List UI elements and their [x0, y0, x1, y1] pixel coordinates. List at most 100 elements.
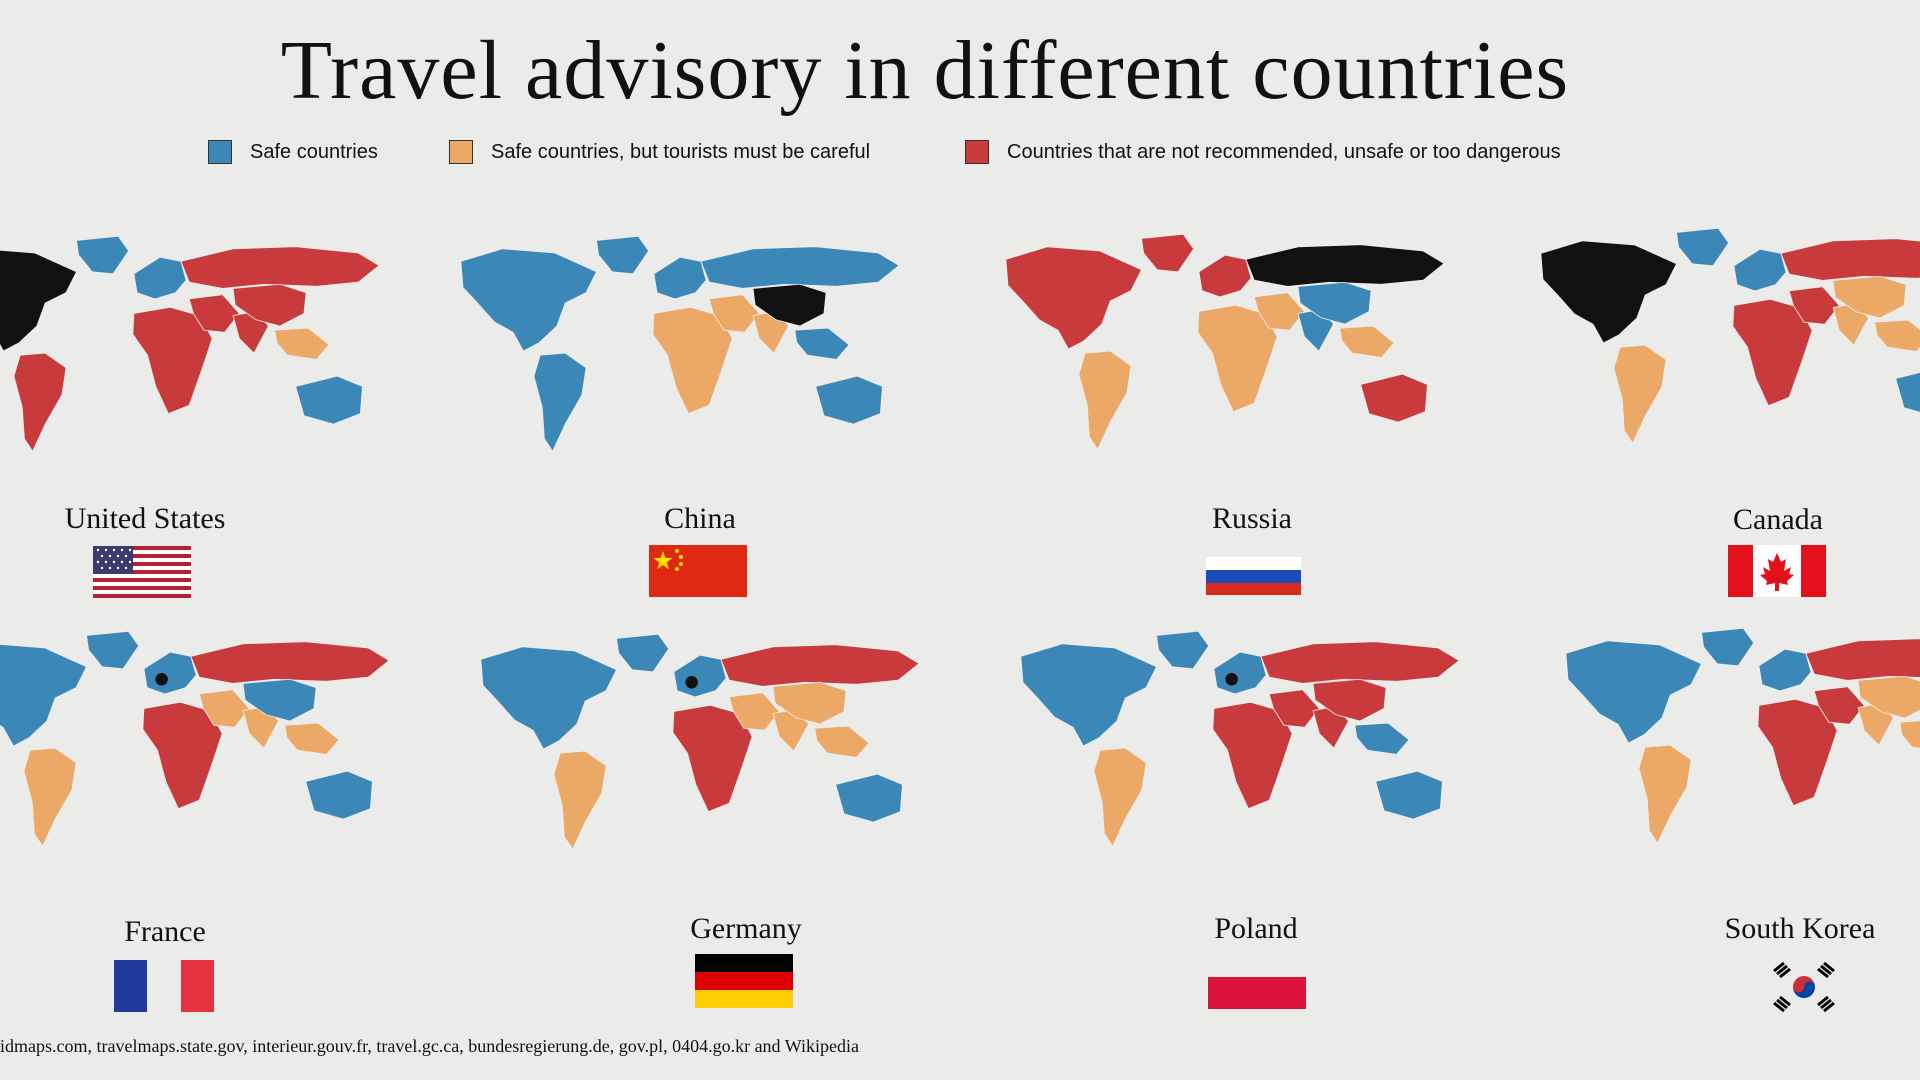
- legend-swatch-safe: [208, 140, 232, 164]
- map-region-russia: [1245, 244, 1445, 287]
- map-region-greenland: [1676, 227, 1730, 267]
- map-region-middle-east: [1813, 686, 1865, 725]
- map-region-europe: [1758, 648, 1812, 692]
- map-region-china: [242, 678, 317, 722]
- map-region-greenland: [596, 235, 650, 275]
- map-region-europe: [1213, 651, 1267, 695]
- country-name-germany: Germany: [690, 912, 802, 945]
- ru-flag: [1206, 557, 1301, 595]
- legend-label-safe: Safe countries: [250, 140, 378, 163]
- map-region-russia: [700, 246, 900, 289]
- world-map: [480, 633, 920, 851]
- country-name-china: China: [664, 502, 736, 535]
- map-region-europe: [653, 256, 707, 300]
- map-region-middle-east: [198, 689, 250, 728]
- map-panel-china: [440, 230, 960, 510]
- map-region-se-asia: [794, 327, 850, 360]
- map-region-europe: [143, 651, 197, 695]
- map-region-russia: [180, 246, 380, 289]
- map-region-se-asia: [1354, 722, 1410, 755]
- map-region-china: [1312, 678, 1387, 722]
- map-panel-united-states: [0, 230, 440, 510]
- pl-flag: [1208, 977, 1306, 1009]
- map-region-europe: [673, 654, 727, 698]
- map-region-se-asia: [1874, 319, 1920, 352]
- map-region-china: [1297, 281, 1372, 325]
- map-region-australia: [305, 770, 373, 820]
- de-flag: [695, 954, 793, 1008]
- map-region-russia: [1780, 238, 1920, 281]
- map-region-australia: [295, 375, 363, 425]
- legend-item-danger: Countries that are not recommended, unsa…: [965, 140, 1561, 164]
- map-region-africa: [1212, 701, 1293, 810]
- map-region-south-america: [533, 352, 587, 453]
- map-region-africa: [142, 701, 223, 810]
- legend-item-safe: Safe countries: [208, 140, 378, 164]
- map-region-north-america: [0, 249, 78, 352]
- legend-item-careful: Safe countries, but tourists must be car…: [449, 140, 870, 164]
- map-region-se-asia: [284, 722, 340, 755]
- map-region-south-america: [1638, 744, 1692, 845]
- map-region-australia: [1895, 372, 1920, 413]
- map-region-africa: [1197, 304, 1278, 413]
- map-region-middle-east: [1253, 292, 1305, 331]
- legend-swatch-careful: [449, 140, 473, 164]
- country-name-united-states: United States: [64, 502, 226, 535]
- map-region-south-america: [23, 747, 77, 848]
- map-region-africa: [1732, 298, 1813, 407]
- map-panel-south-korea: [1545, 622, 1920, 902]
- map-region-africa: [1757, 698, 1838, 807]
- map-panel-russia: [985, 228, 1505, 508]
- map-region-australia: [835, 773, 903, 823]
- map-region-south-america: [1078, 350, 1132, 451]
- map-region-middle-east: [728, 692, 780, 731]
- legend-label-danger: Countries that are not recommended, unsa…: [1007, 140, 1561, 163]
- map-region-greenland: [1701, 627, 1755, 667]
- map-region-south-america: [553, 750, 607, 851]
- map-panel-france: [0, 625, 450, 905]
- map-region-russia: [720, 644, 920, 687]
- map-region-greenland: [1141, 233, 1195, 273]
- map-region-africa: [132, 306, 213, 415]
- source-footer: idmaps.com, travelmaps.state.gov, interi…: [0, 1036, 859, 1056]
- map-region-se-asia: [1339, 325, 1395, 358]
- country-name-canada: Canada: [1733, 503, 1823, 536]
- map-region-africa: [672, 704, 753, 813]
- page-title: Travel advisory in different countries: [280, 24, 1570, 117]
- world-map: [0, 235, 380, 453]
- kr-flag: [1773, 961, 1835, 1013]
- world-map: [0, 630, 390, 848]
- world-map: [1020, 630, 1460, 848]
- map-region-south-america: [13, 352, 67, 453]
- country-name-south-korea: South Korea: [1724, 912, 1876, 945]
- country-name-france: France: [124, 915, 206, 948]
- legend: Safe countries Safe countries, but touri…: [0, 140, 1920, 176]
- map-panel-poland: [1000, 625, 1520, 905]
- map-region-china: [1857, 675, 1920, 719]
- fr-flag: [114, 960, 214, 1012]
- map-region-russia: [190, 641, 390, 684]
- map-region-greenland: [76, 235, 130, 275]
- map-region-china: [772, 681, 847, 725]
- map-region-se-asia: [274, 327, 330, 360]
- map-region-south-america: [1093, 747, 1147, 848]
- map-region-north-america: [1020, 643, 1158, 747]
- map-panel-canada: [1520, 222, 1920, 502]
- map-region-china: [752, 283, 827, 327]
- map-region-europe: [1198, 254, 1252, 298]
- map-region-north-america: [0, 643, 88, 747]
- map-region-greenland: [616, 633, 670, 673]
- map-region-middle-east: [708, 294, 760, 333]
- home-country-marker: [685, 676, 698, 689]
- map-panel-germany: [460, 628, 980, 908]
- legend-swatch-danger: [965, 140, 989, 164]
- map-region-se-asia: [814, 725, 870, 758]
- map-region-greenland: [1156, 630, 1210, 670]
- map-region-china: [1832, 275, 1907, 319]
- map-region-middle-east: [1788, 286, 1840, 325]
- ca-flag: [1728, 545, 1826, 597]
- world-map: [1540, 227, 1920, 445]
- legend-label-careful: Safe countries, but tourists must be car…: [491, 140, 871, 163]
- map-region-se-asia: [1899, 720, 1920, 749]
- world-map: [1005, 233, 1445, 451]
